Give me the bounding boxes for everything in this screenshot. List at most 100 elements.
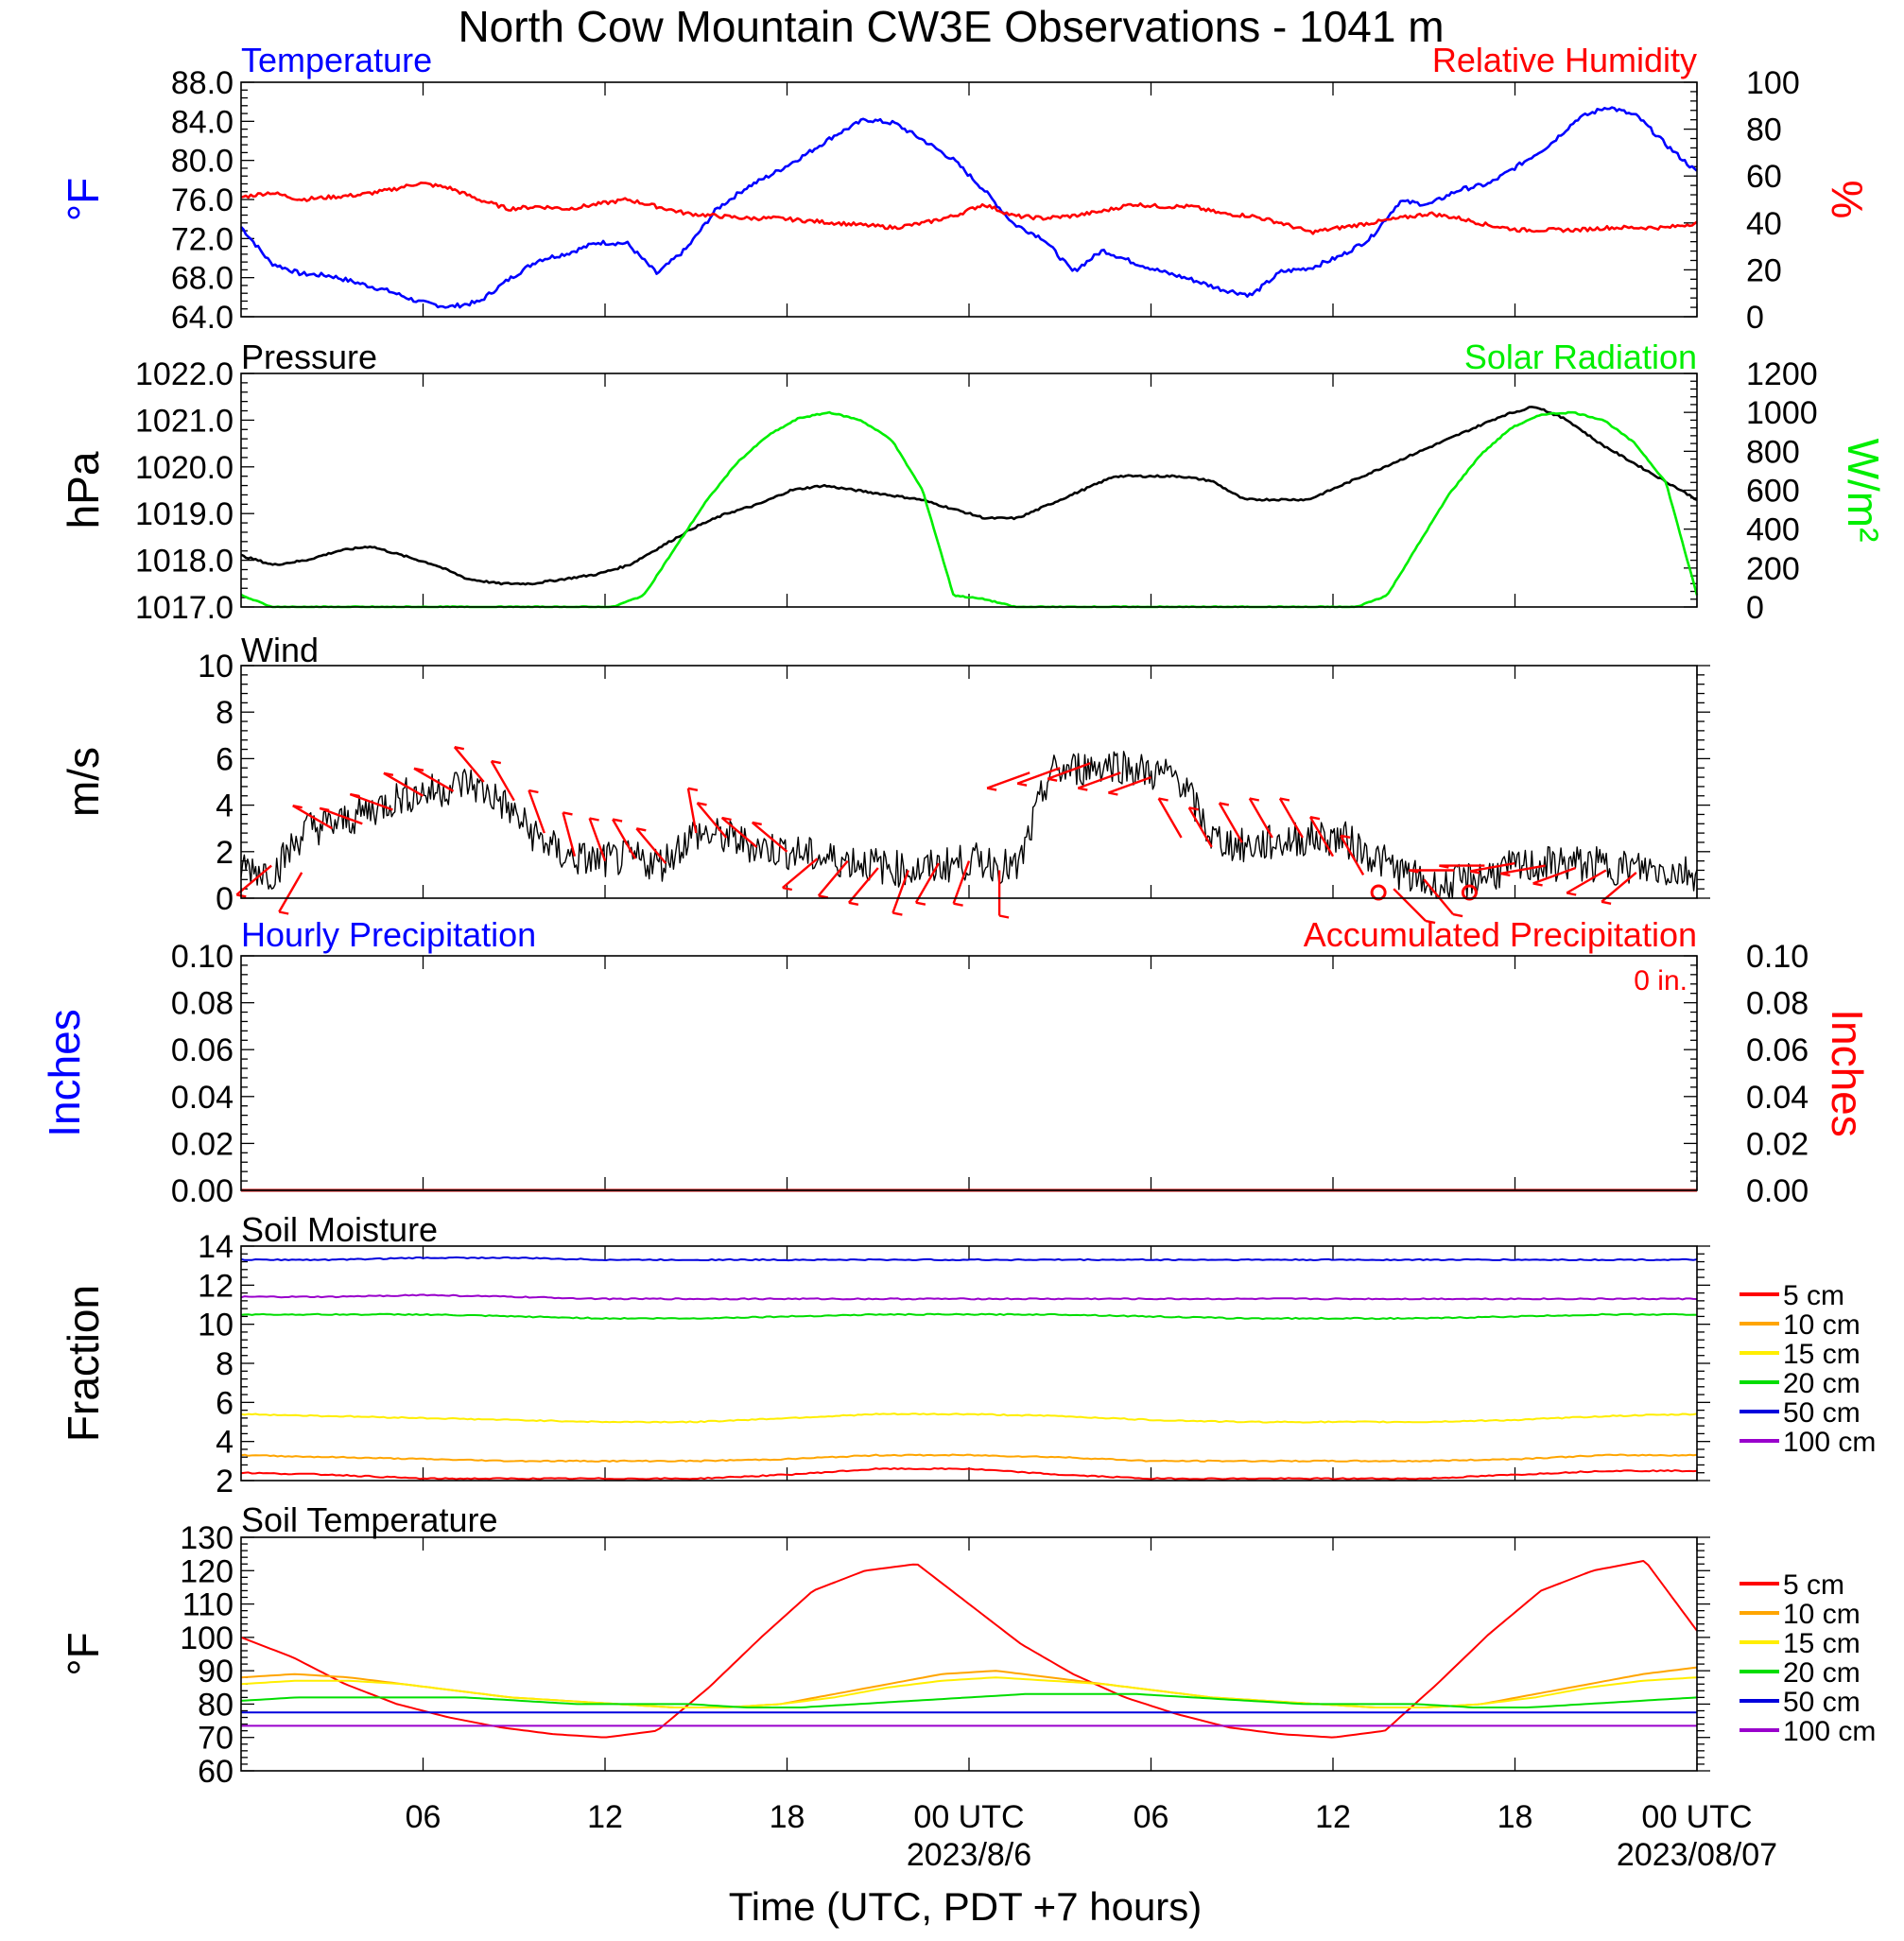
- wind-barb: [349, 792, 393, 811]
- series-line-5-cm: [240, 1560, 1698, 1739]
- wind-barb: [986, 771, 1030, 789]
- wind-barb-tick: [1108, 791, 1118, 796]
- y-axis-label-left: °F: [59, 178, 108, 222]
- wind-barb-tick: [528, 789, 539, 794]
- y-tick-label: 84.0: [171, 104, 234, 140]
- wind-barb: [1248, 797, 1273, 839]
- wind-barb: [490, 760, 515, 802]
- y-tick-label: 1019.0: [135, 496, 234, 532]
- y-axis-label-right: %: [1823, 181, 1872, 219]
- wind-barb-tick: [1309, 816, 1321, 821]
- y-tick-label-right: 20: [1746, 252, 1782, 288]
- y-tick-label: 12: [198, 1268, 234, 1304]
- wind-barb: [1047, 762, 1091, 780]
- y-tick-label-right: 1000: [1746, 395, 1818, 431]
- y-tick-label: 0.04: [171, 1080, 234, 1116]
- wind-barb-tick: [1279, 797, 1290, 802]
- y-tick-label: 2: [216, 835, 234, 871]
- y-tick-label: 10: [198, 649, 234, 685]
- wind-barb-tick: [1340, 834, 1351, 839]
- wind-barb-tick: [636, 827, 647, 832]
- panel-frame: [240, 1245, 1698, 1482]
- wind-barb: [635, 827, 667, 864]
- legend-label: 100 cm: [1783, 1716, 1876, 1747]
- series-line-15-cm: [240, 1412, 1698, 1424]
- y-tick-label-right: 0: [1746, 590, 1764, 626]
- wind-barb: [1340, 835, 1365, 875]
- wind-barb-tick: [1566, 892, 1577, 896]
- panel-frame: [240, 81, 1698, 318]
- y-tick-label-right: 0.02: [1746, 1126, 1809, 1162]
- y-tick-label: 70: [198, 1721, 234, 1757]
- panel-title-right: Accumulated Precipitation: [1304, 915, 1697, 954]
- wind-barb: [1218, 802, 1243, 843]
- legend-label: 20 cm: [1783, 1368, 1861, 1399]
- wind-barb: [1469, 861, 1515, 873]
- wind-barb-tick: [892, 911, 903, 916]
- y-tick-label-right: 800: [1746, 434, 1800, 470]
- legend-label: 50 cm: [1783, 1687, 1861, 1718]
- legend-label: 10 cm: [1783, 1309, 1861, 1341]
- wind-barb-tick: [915, 901, 926, 906]
- wind-barb: [562, 812, 577, 858]
- x-tick-label: 00 UTC: [1641, 1799, 1752, 1835]
- y-tick-label-right: 0.10: [1746, 939, 1809, 975]
- calm-wind-marker: [1461, 884, 1478, 901]
- wind-barb: [319, 806, 363, 825]
- y-tick-label: 1021.0: [135, 403, 234, 439]
- y-tick-label: 1017.0: [135, 590, 234, 626]
- calm-wind-marker: [1370, 884, 1387, 901]
- y-tick-label-right: 40: [1746, 206, 1782, 242]
- wind-barb: [1423, 878, 1455, 915]
- legend-label: 15 cm: [1783, 1628, 1861, 1659]
- y-tick-label: 6: [216, 1385, 234, 1421]
- y-tick-label: 1018.0: [135, 544, 234, 580]
- date-label: 2023/08/07: [1617, 1837, 1777, 1873]
- wind-barb: [1601, 871, 1637, 903]
- series-line-wind-speed: [240, 751, 1698, 899]
- wind-barb: [847, 867, 879, 904]
- legend-label: 50 cm: [1783, 1397, 1861, 1429]
- wind-barb-tick: [612, 818, 623, 823]
- y-tick-label: 4: [216, 1425, 234, 1461]
- x-tick-label: 12: [1315, 1799, 1351, 1835]
- series-line-20-cm: [240, 1312, 1698, 1321]
- y-tick-label-right: 400: [1746, 512, 1800, 548]
- y-axis-label-right: Inches: [1823, 1009, 1872, 1137]
- legend-label: 5 cm: [1783, 1280, 1844, 1311]
- wind-barb-tick: [1188, 806, 1199, 811]
- wind-barb: [292, 805, 333, 830]
- wind-barb-tick: [1500, 872, 1511, 877]
- panel-title-left: Wind: [241, 631, 319, 669]
- wind-barb-tick: [383, 771, 394, 776]
- panel-1: Temperature Relative Humidity °F % 88.084.0 8…: [59, 41, 1872, 336]
- y-tick-label: 0.00: [171, 1173, 234, 1209]
- wind-barb: [1532, 866, 1577, 885]
- wind-barb-tick: [1439, 864, 1449, 869]
- wind-barb: [1187, 806, 1213, 848]
- wind-barb-tick: [986, 787, 997, 791]
- wind-barb-tick: [589, 817, 599, 822]
- wind-barb-tick: [1047, 777, 1058, 782]
- wind-barb: [1107, 775, 1151, 794]
- y-tick-label: 0.10: [171, 939, 234, 975]
- wind-barb-tick: [278, 910, 289, 915]
- series-line-15-cm: [240, 1676, 1698, 1708]
- legend-label: 100 cm: [1783, 1427, 1876, 1458]
- series-line-20-cm: [240, 1692, 1698, 1708]
- panel-title-left: Temperature: [241, 41, 432, 79]
- wind-barb: [1393, 888, 1427, 922]
- wind-barb: [720, 817, 758, 848]
- wind-barb-tick: [953, 902, 963, 907]
- y-tick-label: 4: [216, 789, 234, 824]
- accumulated-annotation: 0 in.: [1634, 965, 1688, 996]
- y-axis-label-right: W/m²: [1839, 439, 1888, 543]
- wind-barb: [278, 872, 303, 913]
- wind-barb-tick: [1409, 869, 1419, 874]
- series-line-10-cm: [240, 1666, 1698, 1708]
- y-tick-label: 0.02: [171, 1126, 234, 1162]
- wind-barb-tick: [491, 759, 502, 765]
